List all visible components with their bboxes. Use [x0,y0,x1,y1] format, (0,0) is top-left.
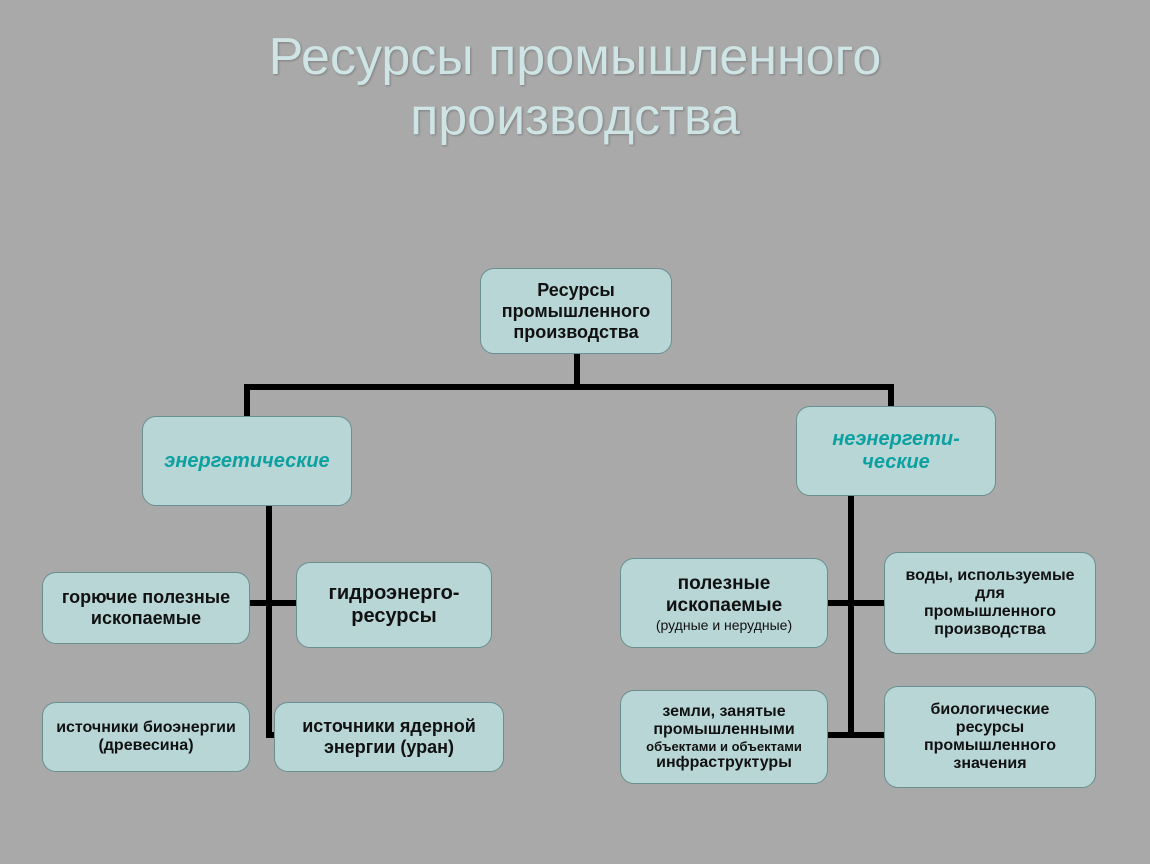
node-label: полезныеископаемые [666,573,782,617]
node-n3: земли, занятыепромышленнымиобъектами и о… [620,690,828,784]
node-cat_nonenergy: неэнергети-ческие [796,406,996,496]
connector-line [244,384,894,390]
connector-line [244,384,250,420]
node-e1: горючие полезныеископаемые [42,572,250,644]
node-label-line: инфраструктуры [656,754,792,772]
node-n2: воды, используемыедляпромышленногопроизв… [884,552,1096,654]
node-label: энергетические [164,450,329,473]
node-label: Ресурсыпромышленногопроизводства [502,280,651,343]
node-label: гидроэнерго-ресурсы [329,582,460,628]
connector-line [574,354,580,390]
connector-line [824,732,886,738]
node-label-line: промышленными [653,721,794,739]
node-e2: гидроэнерго-ресурсы [296,562,492,648]
node-label: горючие полезныеископаемые [62,587,230,629]
node-n4: биологическиересурсыпромышленногозначени… [884,686,1096,788]
node-label: биологическиересурсыпромышленногозначени… [924,701,1056,773]
connector-line [848,496,854,738]
connector-line [824,600,886,606]
node-label: неэнергети-ческие [832,428,960,474]
node-label: источники ядернойэнергии (уран) [302,716,476,758]
node-sublabel: (рудные и нерудные) [656,617,792,633]
node-cat_energy: энергетические [142,416,352,506]
node-label-line: объектами и объектами [646,739,802,754]
node-label: воды, используемыедляпромышленногопроизв… [906,567,1075,639]
node-label: источники биоэнергии(древесина) [56,719,236,755]
connector-line [266,506,272,738]
connector-line [250,600,300,606]
node-n1: полезныеископаемые(рудные и нерудные) [620,558,828,648]
node-label-line: земли, занятые [662,703,785,721]
node-e3: источники биоэнергии(древесина) [42,702,250,772]
diagram-canvas: Ресурсыпромышленногопроизводства энергети… [0,0,1150,864]
node-root: Ресурсыпромышленногопроизводства [480,268,672,354]
node-e4: источники ядернойэнергии (уран) [274,702,504,772]
